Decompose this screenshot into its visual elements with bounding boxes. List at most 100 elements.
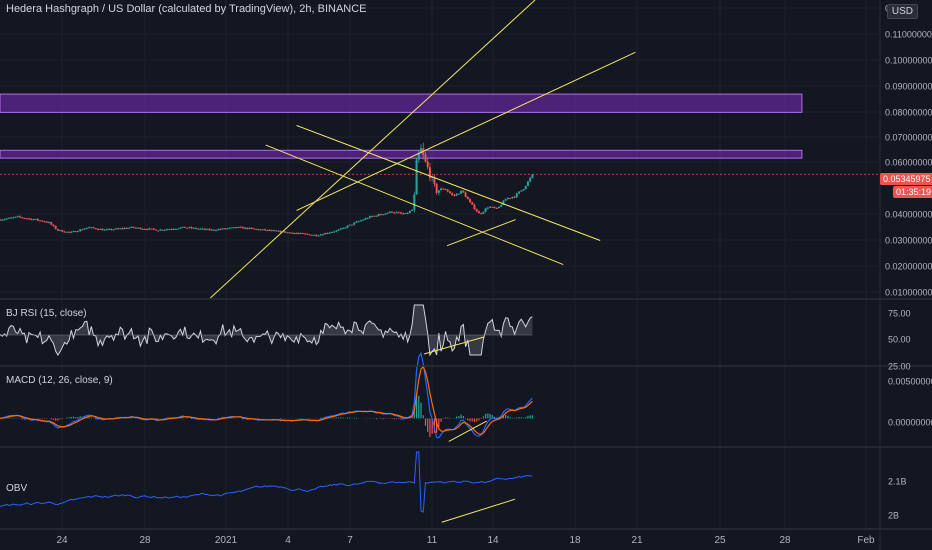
candle-body-126	[279, 230, 282, 233]
candle-body-123	[272, 230, 275, 232]
price-tick-label: 0.08000000	[885, 108, 932, 118]
candle-body-95	[210, 229, 213, 231]
candle-body-192	[426, 161, 429, 168]
trend-line-3[interactable]	[265, 144, 564, 266]
candle-body-174	[386, 212, 389, 214]
candle-body-10	[21, 217, 24, 219]
candle-body-41	[90, 227, 93, 229]
candle-body-42	[92, 227, 95, 229]
candle-body-180	[399, 212, 402, 214]
candle-body-197	[437, 190, 440, 193]
candle-body-209	[464, 192, 467, 197]
candle-body-25	[54, 226, 57, 230]
obv-label[interactable]: OBV	[6, 483, 28, 494]
trend-line-1[interactable]	[296, 51, 636, 211]
macd-label[interactable]: MACD (12, 26, close, 9)	[6, 375, 113, 386]
candle-body-17	[36, 218, 39, 221]
candle-body-212	[471, 202, 474, 205]
candle-body-15	[32, 219, 35, 221]
candle-body-125	[277, 230, 280, 232]
candle-body-182	[404, 213, 407, 215]
candle-body-142	[315, 234, 318, 236]
macd-pane	[0, 351, 534, 442]
candle-body-229	[509, 198, 512, 200]
candle-body-43	[94, 228, 97, 230]
candle-body-232	[515, 193, 518, 198]
trend-line-0[interactable]	[209, 0, 536, 299]
candle-body-120	[266, 229, 269, 231]
candle-body-64	[141, 228, 144, 230]
candle-body-89	[197, 228, 200, 230]
candle-body-224	[497, 206, 500, 209]
candle-body-8	[16, 216, 19, 218]
obv-trend-line	[441, 498, 515, 523]
candle-body-178	[395, 212, 398, 214]
candle-body-96	[212, 229, 215, 231]
indicator-tick-label: 25.00	[888, 362, 911, 372]
candle-body-90	[199, 228, 202, 230]
candle-body-124	[275, 230, 278, 232]
candle-body-213	[473, 204, 476, 210]
time-tick-label: 28	[779, 535, 791, 546]
candle-body-236	[524, 185, 527, 190]
candle-body-147	[326, 233, 329, 235]
time-axis[interactable]: 24 28 2021 4 7 11 14 18 21 25 28 Feb	[56, 535, 875, 546]
candle-body-221	[491, 206, 494, 208]
candle-body-117	[259, 229, 262, 231]
candle-body-172	[382, 214, 385, 216]
candle-body-21	[45, 221, 48, 223]
currency-button[interactable]: USD	[886, 4, 918, 19]
trend-line-4[interactable]	[446, 219, 516, 247]
candle-body-92	[203, 228, 206, 230]
candle-body-215	[477, 211, 480, 214]
resistance-zones	[0, 93, 803, 159]
candle-body-24	[52, 224, 55, 227]
candle-body-216	[480, 213, 483, 215]
candle-body-94	[208, 228, 211, 231]
candle-body-16	[34, 218, 37, 220]
candle-body-28	[61, 230, 64, 232]
price-tick-label: 0.02000000	[885, 262, 932, 272]
candle-body-214	[475, 209, 478, 212]
candle-body-57	[125, 227, 128, 229]
rsi-label[interactable]: BJ RSI (15, close)	[6, 308, 87, 319]
candle-body-44	[97, 229, 100, 231]
candle-body-12	[25, 218, 28, 220]
candle-body-122	[270, 230, 273, 232]
candle-body-195	[433, 176, 436, 184]
time-tick-label: 2021	[215, 535, 238, 546]
candle-body-210	[466, 196, 469, 200]
price-tick-label: 0.01000000	[885, 288, 932, 298]
macd-trend-line	[448, 420, 487, 442]
candle-body-4	[7, 217, 10, 219]
trend-channel-lines[interactable]	[209, 0, 636, 299]
candle-body-74	[163, 229, 166, 231]
candle-body-223	[495, 207, 498, 209]
candle-body-165	[366, 218, 369, 220]
candle-body-103	[228, 227, 231, 229]
candle-body-118	[261, 229, 264, 231]
candle-body-184	[408, 210, 411, 214]
candle-body-71	[157, 230, 160, 232]
candle-body-163	[362, 219, 365, 221]
time-tick-label: 28	[139, 535, 151, 546]
candle-body-6	[12, 217, 15, 219]
candle-body-155	[344, 227, 347, 229]
chart-title: Hedera Hashgraph / US Dollar (calculated…	[6, 3, 367, 15]
time-tick-label: 14	[487, 535, 499, 546]
candle-body-203	[451, 193, 454, 195]
candle-body-77	[170, 229, 173, 231]
indicator-tick-label: 2B	[888, 511, 899, 521]
candle-body-139	[308, 234, 311, 236]
trend-line-2[interactable]	[296, 125, 601, 241]
candle-body-56	[123, 227, 126, 229]
candle-body-151	[335, 230, 338, 232]
candle-body-54	[119, 228, 122, 230]
candle-body-29	[63, 231, 66, 233]
candle-body-50	[110, 228, 113, 230]
candle-body-5	[10, 217, 13, 219]
candle-body-33	[72, 231, 75, 233]
candle-body-69	[152, 228, 155, 230]
